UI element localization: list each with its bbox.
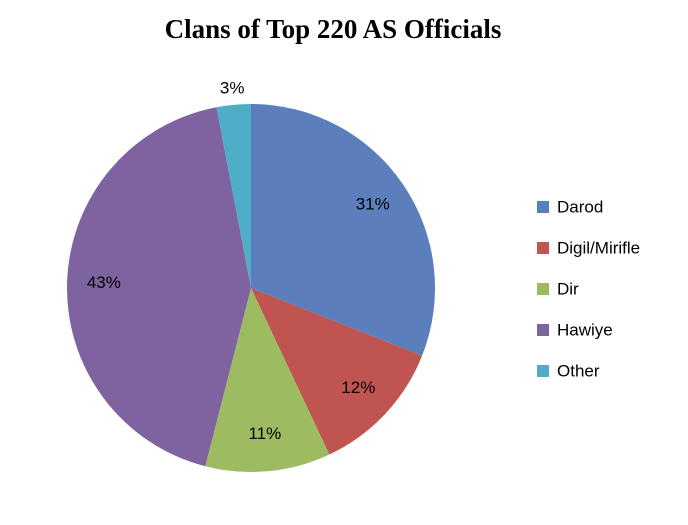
legend-swatch xyxy=(537,365,549,377)
legend-label: Digil/Mirifle xyxy=(557,238,640,257)
data-label: 43% xyxy=(87,273,121,292)
legend-label: Dir xyxy=(557,279,579,298)
pie-slice xyxy=(216,104,251,288)
pie-slice xyxy=(251,104,435,356)
data-label: 3% xyxy=(220,78,245,97)
legend-swatch xyxy=(537,283,549,295)
legend-swatch xyxy=(537,201,549,213)
data-label: 31% xyxy=(356,195,390,214)
legend-label: Other xyxy=(557,361,600,380)
chart-title: Clans of Top 220 AS Officials xyxy=(165,14,502,44)
data-label: 12% xyxy=(341,378,375,397)
pie-slice xyxy=(66,107,251,467)
pie-slice xyxy=(205,288,330,472)
pie-slice xyxy=(251,288,423,455)
legend-swatch xyxy=(537,324,549,336)
data-label: 11% xyxy=(248,424,281,443)
legend-swatch xyxy=(537,242,549,254)
legend-label: Darod xyxy=(557,197,603,216)
legend-label: Hawiye xyxy=(557,320,613,339)
